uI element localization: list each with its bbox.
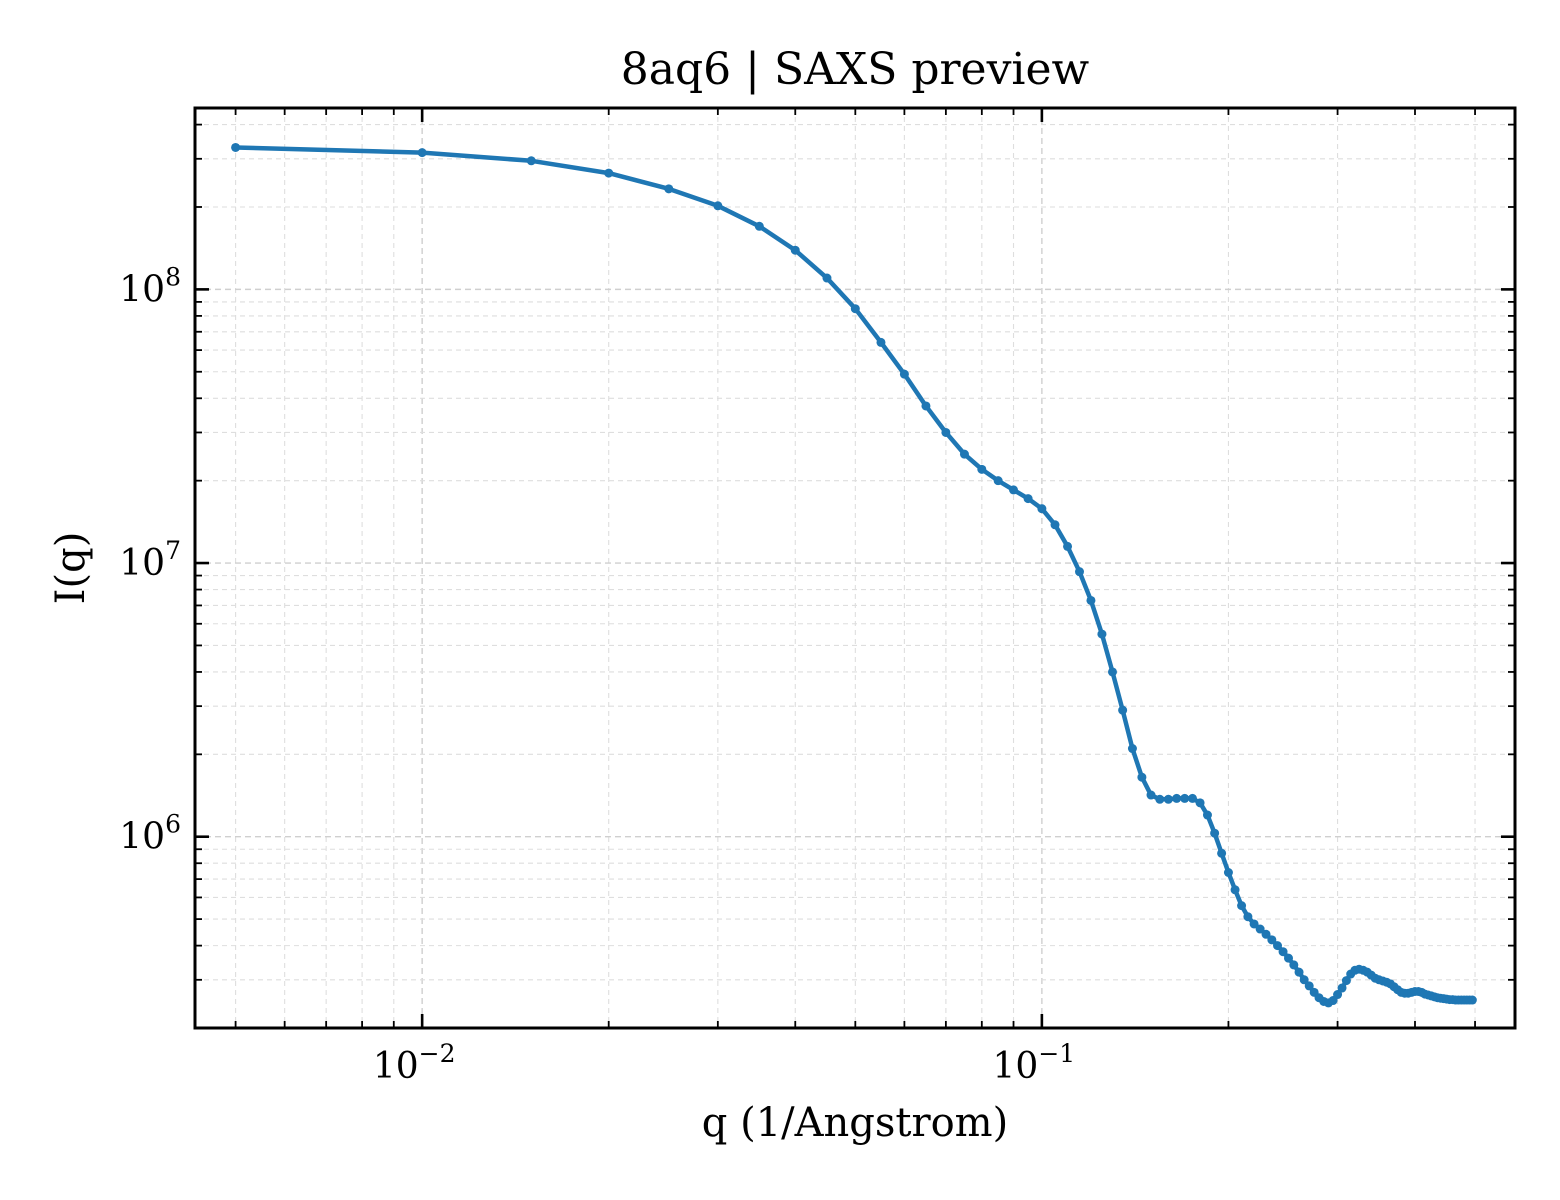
x-tick-label: 10−1 bbox=[993, 1039, 1076, 1087]
data-point bbox=[921, 401, 931, 411]
data-point bbox=[713, 201, 723, 211]
data-point bbox=[876, 337, 886, 347]
data-point bbox=[1146, 790, 1156, 800]
data-point bbox=[664, 184, 674, 194]
data-point bbox=[1299, 975, 1309, 985]
data-point bbox=[1009, 485, 1019, 495]
data-point bbox=[1284, 953, 1293, 963]
data-point bbox=[1255, 924, 1265, 934]
data-point bbox=[1230, 885, 1240, 895]
data-point bbox=[1195, 798, 1205, 808]
data-point bbox=[993, 476, 1003, 486]
data-point bbox=[959, 449, 969, 459]
data-point bbox=[1155, 794, 1165, 804]
data-point bbox=[1137, 772, 1147, 782]
data-point bbox=[1037, 504, 1047, 514]
tick-labels: 10−2 10−1 106 107 108 bbox=[119, 262, 1075, 1087]
data-point bbox=[1273, 941, 1283, 951]
data-point bbox=[1267, 935, 1277, 945]
data-point bbox=[1243, 912, 1253, 922]
data-point bbox=[1304, 981, 1314, 991]
data-point bbox=[941, 427, 951, 437]
chart-title: 8aq6 | SAXS preview bbox=[621, 44, 1090, 95]
data-point bbox=[1223, 868, 1233, 877]
data-point bbox=[1202, 810, 1212, 820]
y-tick-label: 107 bbox=[119, 536, 181, 584]
data-point bbox=[1341, 976, 1351, 986]
axis-ticks bbox=[195, 108, 1515, 1029]
data-point bbox=[1294, 967, 1304, 977]
data-point bbox=[1333, 990, 1343, 1000]
data-point bbox=[1467, 995, 1477, 1005]
data-point bbox=[1118, 705, 1128, 715]
data-point bbox=[1107, 667, 1117, 677]
data-point bbox=[822, 273, 832, 283]
data-point bbox=[417, 148, 427, 158]
data-point bbox=[1237, 901, 1247, 911]
data-point bbox=[1278, 947, 1288, 957]
data-point bbox=[526, 156, 536, 166]
data-point bbox=[1261, 929, 1271, 939]
data-point bbox=[1050, 520, 1060, 530]
data-point bbox=[754, 221, 764, 231]
data-point bbox=[850, 304, 860, 314]
data-point bbox=[1249, 919, 1259, 929]
data-point bbox=[1023, 494, 1033, 504]
data-point bbox=[1337, 983, 1347, 993]
data-point bbox=[1097, 629, 1107, 639]
data-point bbox=[1163, 794, 1173, 804]
x-tick-label: 10−2 bbox=[373, 1039, 456, 1087]
data-point bbox=[1210, 828, 1220, 838]
data-point bbox=[899, 369, 909, 379]
y-tick-label: 106 bbox=[119, 810, 181, 858]
data-point bbox=[604, 168, 614, 178]
series-layer bbox=[231, 142, 1477, 1008]
data-point bbox=[977, 464, 987, 474]
data-point bbox=[1086, 595, 1096, 605]
data-point bbox=[1172, 793, 1182, 803]
data-point bbox=[790, 245, 800, 255]
grid bbox=[195, 108, 1515, 1029]
data-point bbox=[1075, 567, 1084, 577]
data-point bbox=[1127, 744, 1137, 754]
y-axis-label: I(q) bbox=[48, 532, 94, 605]
data-point bbox=[1188, 793, 1197, 803]
data-point bbox=[1289, 960, 1299, 970]
data-point bbox=[1217, 848, 1227, 858]
data-point bbox=[1180, 793, 1190, 803]
data-point bbox=[231, 142, 241, 152]
x-axis-label: q (1/Angstrom) bbox=[702, 1100, 1008, 1146]
data-point bbox=[1063, 541, 1073, 551]
y-tick-label: 108 bbox=[119, 262, 181, 310]
